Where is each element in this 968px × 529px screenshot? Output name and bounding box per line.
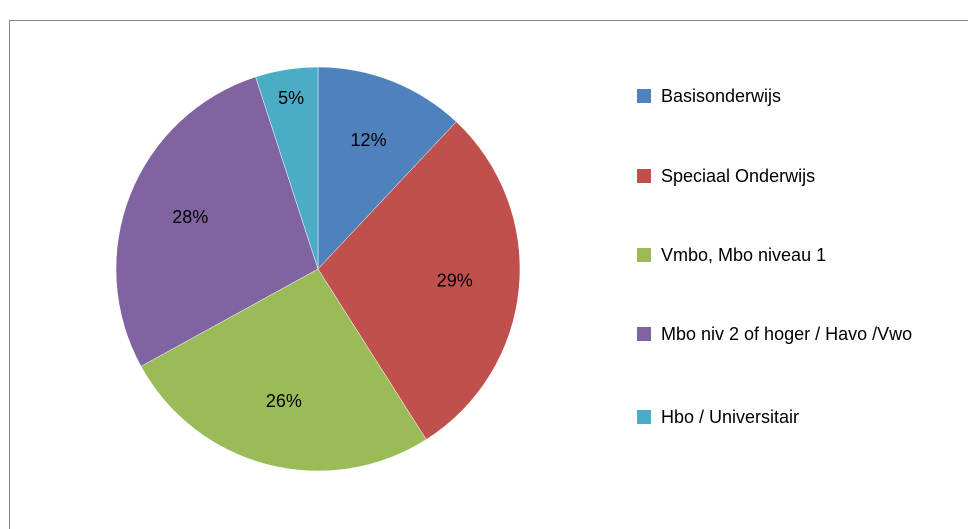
legend-label: Mbo niv 2 of hoger / Havo /Vwo (661, 324, 913, 344)
pie-slice (140, 268, 427, 472)
pie-slice (255, 66, 319, 270)
pie-slice (317, 66, 457, 270)
data-label: 26% (266, 391, 302, 411)
data-label: 28% (172, 207, 208, 227)
data-label: 29% (437, 271, 473, 291)
legend-item: Mbo niv 2 of hoger / Havo /Vwo (637, 321, 957, 347)
pie-slice (317, 121, 521, 440)
legend-swatch (637, 169, 651, 183)
legend-swatch (637, 410, 651, 424)
legend-label: Hbo / Universitair (661, 407, 800, 427)
legend-item: Speciaal Onderwijs (637, 163, 957, 189)
data-label: 12% (351, 130, 387, 150)
legend-item: Basisonderwijs (637, 83, 957, 109)
legend-item: Hbo / Universitair (637, 404, 957, 430)
data-label: 5% (278, 88, 304, 108)
legend-swatch (637, 89, 651, 103)
legend-label: Basisonderwijs (661, 86, 782, 106)
legend-item: Vmbo, Mbo niveau 1 (637, 242, 957, 268)
legend-swatch (637, 327, 651, 341)
legend-label: Speciaal Onderwijs (661, 166, 816, 186)
legend-swatch (637, 248, 651, 262)
legend-label: Vmbo, Mbo niveau 1 (661, 245, 827, 265)
pie-slice (115, 76, 319, 367)
